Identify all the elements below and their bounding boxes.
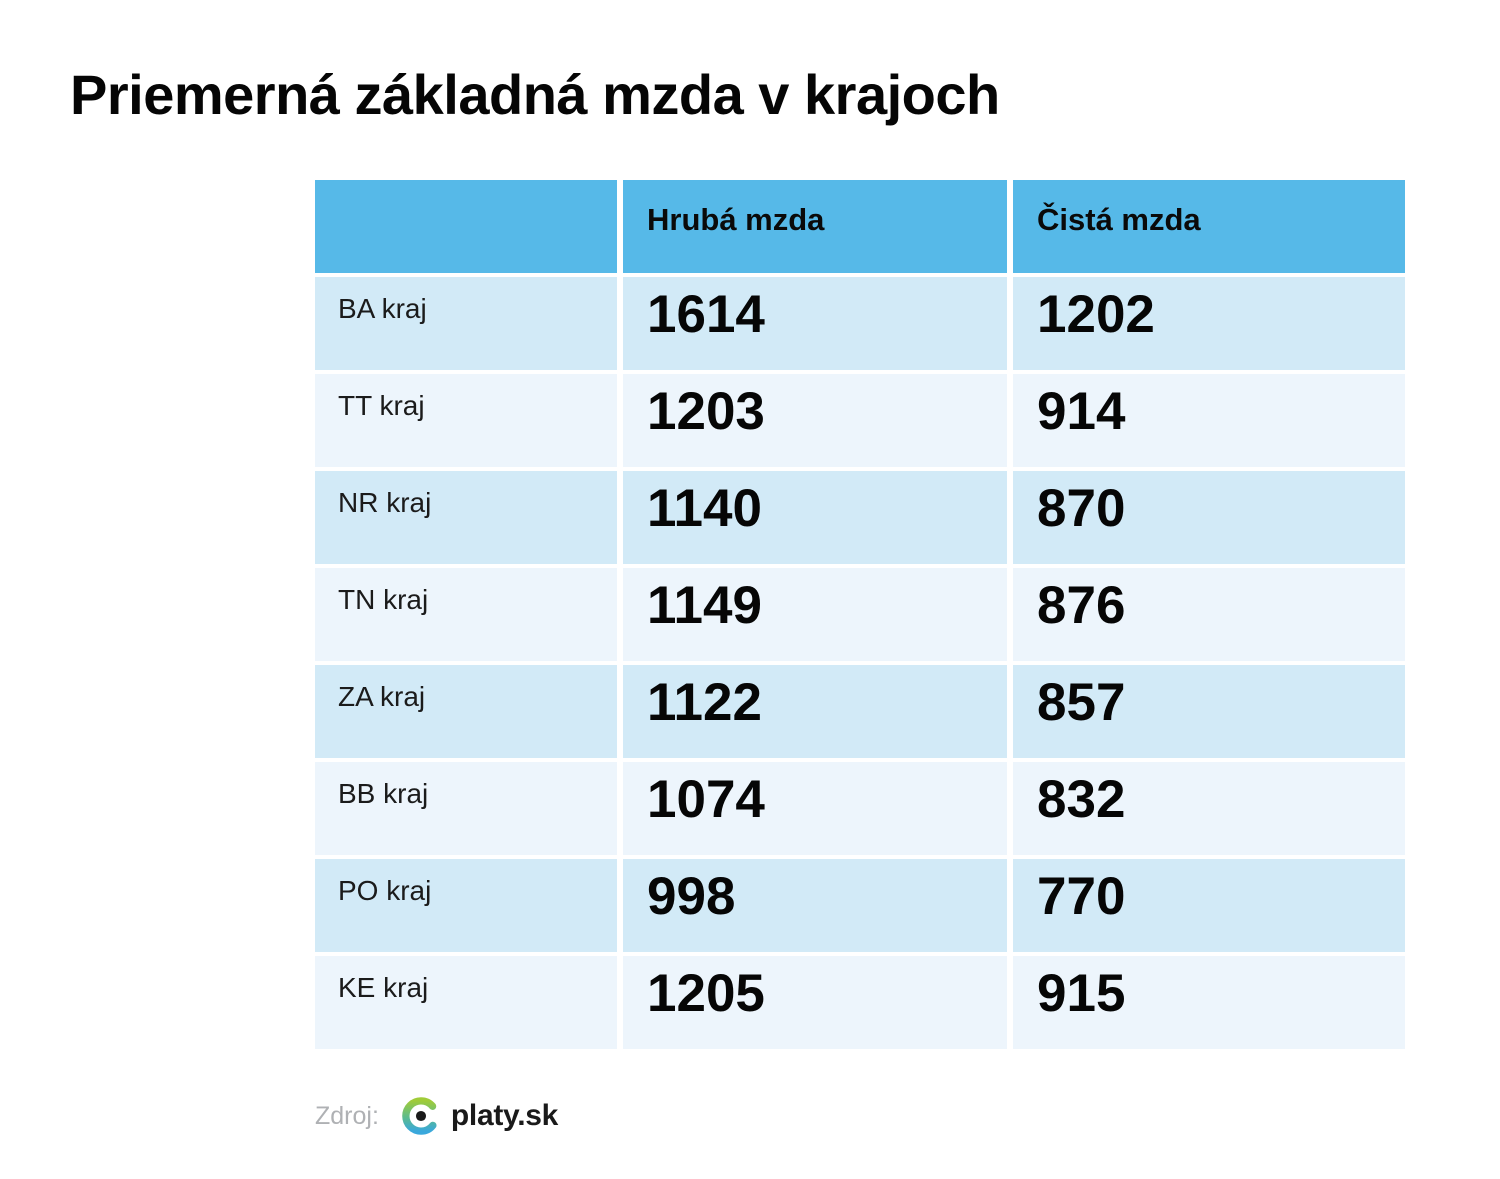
region-cell: BA kraj bbox=[315, 277, 617, 370]
gross-value-cell: 1074 bbox=[623, 762, 1007, 855]
net-value-cell: 876 bbox=[1013, 568, 1405, 661]
brand-name: platy.sk bbox=[450, 1099, 559, 1132]
net-value-cell: 1202 bbox=[1013, 277, 1405, 370]
region-cell: PO kraj bbox=[315, 859, 617, 952]
table-row: ZA kraj 1122 857 bbox=[315, 665, 1405, 758]
platy-logo-icon bbox=[399, 1094, 443, 1138]
gross-value-cell: 1614 bbox=[623, 277, 1007, 370]
net-value-cell: 915 bbox=[1013, 956, 1405, 1049]
region-cell: ZA kraj bbox=[315, 665, 617, 758]
source-label: Zdroj: bbox=[315, 1101, 379, 1130]
source-footer: Zdroj: platy.sk bbox=[315, 1094, 558, 1138]
table-row: TT kraj 1203 914 bbox=[315, 374, 1405, 467]
gross-value-cell: 1140 bbox=[623, 471, 1007, 564]
gross-value-cell: 1203 bbox=[623, 374, 1007, 467]
salary-table: Hrubá mzda Čistá mzda BA kraj 1614 1202 … bbox=[315, 180, 1405, 1049]
table-header-row: Hrubá mzda Čistá mzda bbox=[315, 180, 1405, 273]
region-cell: NR kraj bbox=[315, 471, 617, 564]
net-value-cell: 914 bbox=[1013, 374, 1405, 467]
gross-value-cell: 1205 bbox=[623, 956, 1007, 1049]
page-title: Priemerná základná mzda v krajoch bbox=[70, 63, 1000, 126]
table-row: BB kraj 1074 832 bbox=[315, 762, 1405, 855]
table-row: PO kraj 998 770 bbox=[315, 859, 1405, 952]
region-cell: BB kraj bbox=[315, 762, 617, 855]
header-region-cell bbox=[315, 180, 617, 273]
gross-value-cell: 1122 bbox=[623, 665, 1007, 758]
net-value-cell: 857 bbox=[1013, 665, 1405, 758]
net-value-cell: 770 bbox=[1013, 859, 1405, 952]
region-cell: TN kraj bbox=[315, 568, 617, 661]
region-cell: TT kraj bbox=[315, 374, 617, 467]
gross-value-cell: 998 bbox=[623, 859, 1007, 952]
table-row: BA kraj 1614 1202 bbox=[315, 277, 1405, 370]
gross-value-cell: 1149 bbox=[623, 568, 1007, 661]
region-cell: KE kraj bbox=[315, 956, 617, 1049]
net-value-cell: 870 bbox=[1013, 471, 1405, 564]
table-row: NR kraj 1140 870 bbox=[315, 471, 1405, 564]
header-gross-cell: Hrubá mzda bbox=[623, 180, 1007, 273]
header-net-cell: Čistá mzda bbox=[1013, 180, 1405, 273]
net-value-cell: 832 bbox=[1013, 762, 1405, 855]
table-row: TN kraj 1149 876 bbox=[315, 568, 1405, 661]
table-row: KE kraj 1205 915 bbox=[315, 956, 1405, 1049]
